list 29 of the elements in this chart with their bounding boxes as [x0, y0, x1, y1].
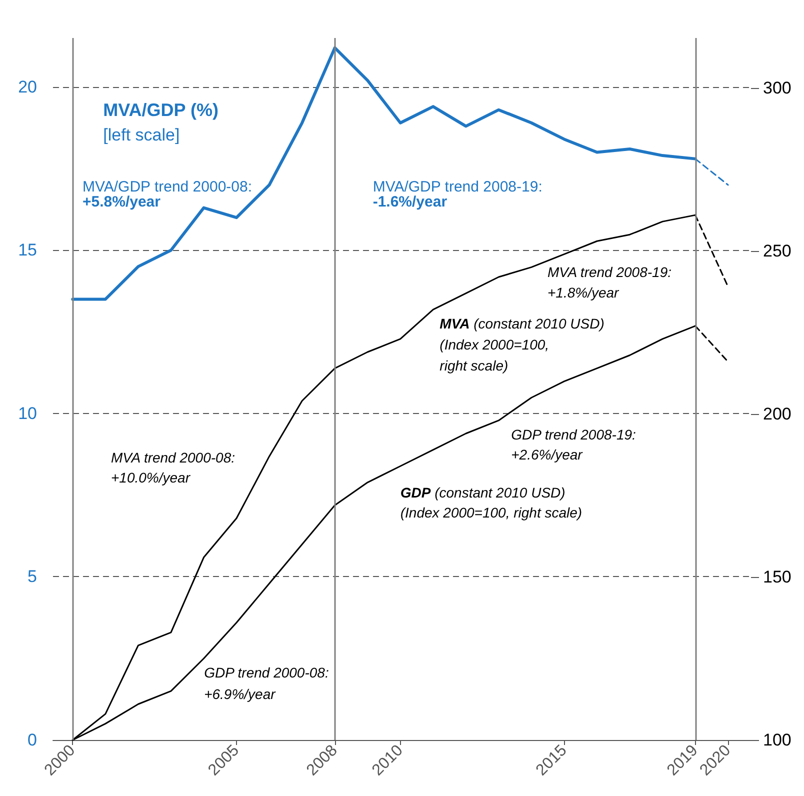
- annotation: right scale): [440, 357, 508, 374]
- y2-tick-label: 250: [763, 241, 792, 260]
- y2-tick-label: 100: [763, 730, 792, 750]
- y-tick-label: 15: [18, 240, 37, 260]
- y-tick-label: 0: [28, 730, 37, 750]
- annotation: MVA/GDP trend 2008-19:: [372, 178, 542, 196]
- annotation: MVA trend 2000-08:: [111, 450, 236, 466]
- annotation: GDP (constant 2010 USD): [400, 484, 566, 501]
- annotation: (Index 2000=100,: [440, 336, 550, 352]
- y2-tick-label: 300: [763, 78, 792, 98]
- y-tick-label: 10: [18, 404, 37, 423]
- y2-tick-label: 200: [763, 404, 792, 424]
- annotation: +6.9%/year: [204, 686, 277, 702]
- annotation: +1.8%/year: [548, 284, 620, 300]
- annotation: MVA/GDP trend 2000-08:: [82, 178, 252, 196]
- y2-tick-label: 150: [763, 567, 792, 586]
- annotation: MVA/GDP (%): [103, 100, 218, 120]
- annotation: MVA (constant 2010 USD): [440, 315, 604, 332]
- annotation: MVA trend 2008-19:: [548, 264, 672, 280]
- annotation: GDP trend 2000-08:: [204, 664, 329, 681]
- annotation: +10.0%/year: [111, 469, 192, 486]
- annotation: +5.8%/year: [82, 194, 161, 211]
- y-tick-label: 20: [18, 77, 37, 96]
- annotation: [left scale]: [103, 125, 180, 144]
- annotation: +2.6%/year: [511, 446, 584, 463]
- annotation: -1.6%/year: [372, 194, 448, 211]
- annotation: (Index 2000=100, right scale): [400, 504, 582, 521]
- annotation: GDP trend 2008-19:: [511, 426, 636, 442]
- y-tick-label: 5: [28, 567, 37, 586]
